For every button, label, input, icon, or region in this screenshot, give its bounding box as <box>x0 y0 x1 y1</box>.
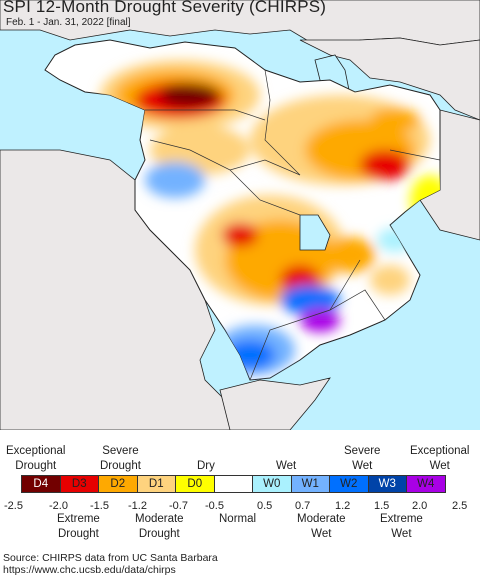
legend-label-exceptional-drought: Exceptional Drought <box>6 445 66 472</box>
drought-map <box>0 0 480 431</box>
legend-cell-w3: W3 <box>367 475 407 493</box>
source-credit: Source: CHIRPS data from UC Santa Barbar… <box>3 552 218 576</box>
legend-label-wet: Wet <box>276 460 297 472</box>
source-line-1: Source: CHIRPS data from UC Santa Barbar… <box>3 552 218 564</box>
legend-label-exceptional-wet: Exceptional Wet <box>410 445 470 472</box>
legend-tick: -0.7 <box>169 500 188 512</box>
legend-label-moderate-drought: Moderate Drought <box>135 513 184 540</box>
legend-label-extreme-wet: Extreme Wet <box>380 513 423 540</box>
legend-cell-normal <box>213 475 253 493</box>
legend-tick: 2.0 <box>412 500 428 512</box>
legend-tick: -0.5 <box>205 500 224 512</box>
legend-tick: -2.5 <box>4 500 23 512</box>
legend-label-severe-wet: Severe Wet <box>344 445 381 472</box>
legend-label-severe-drought: Severe Drought <box>100 445 141 472</box>
legend-cell-d3: D3 <box>59 475 99 493</box>
source-url: https://www.chc.ucsb.edu/data/chirps <box>3 564 176 576</box>
map-svg <box>0 0 480 431</box>
legend-cell-w0: W0 <box>252 475 292 493</box>
legend-tick: 2.5 <box>452 500 468 512</box>
legend-tick: 0.7 <box>295 500 311 512</box>
legend-tick: 1.5 <box>374 500 390 512</box>
legend-label-dry: Dry <box>197 460 215 472</box>
legend-label-normal: Normal <box>219 513 257 525</box>
legend-cell-d2: D2 <box>98 475 138 493</box>
legend-tick: -2.0 <box>49 500 68 512</box>
persian-gulf <box>299 214 331 251</box>
legend-label-extreme-drought: Extreme Drought <box>57 513 100 540</box>
map-subtitle: Feb. 1 - Jan. 31, 2022 [final] <box>6 17 131 28</box>
legend-tick: -1.2 <box>128 500 147 512</box>
legend-cell-d1: D1 <box>136 475 176 493</box>
map-title: SPI 12-Month Drought Severity (CHIRPS) <box>3 0 327 16</box>
legend-tick: 1.2 <box>335 500 351 512</box>
legend-cell-w2: W2 <box>329 475 369 493</box>
legend-cell-d0: D0 <box>175 475 215 493</box>
legend-tick: -1.5 <box>90 500 109 512</box>
legend-label-moderate-wet: Moderate Wet <box>297 513 346 540</box>
legend-tick: 0.5 <box>257 500 273 512</box>
legend-cell-w4: W4 <box>406 475 446 493</box>
legend-cell-w1: W1 <box>290 475 330 493</box>
legend-cell-d4: D4 <box>21 475 61 493</box>
country-borders <box>145 69 441 381</box>
